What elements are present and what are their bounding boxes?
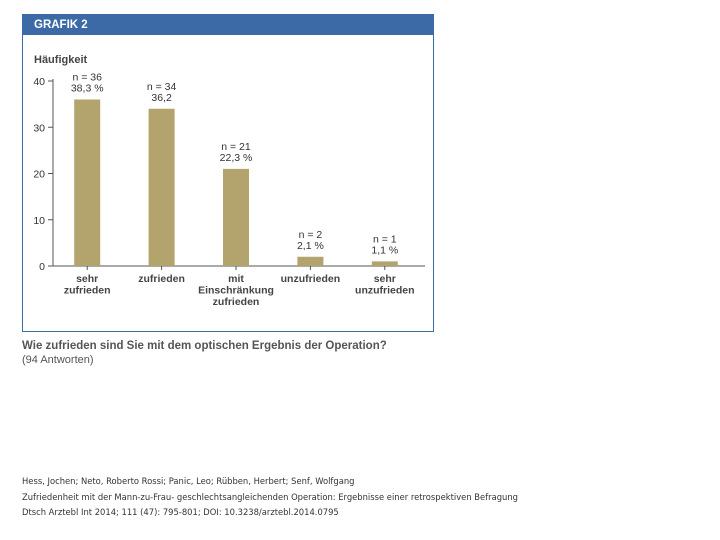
x-tick-label: unzufrieden [355,285,415,297]
citation-source: Dtsch Arztebl Int 2014; 111 (47): 795-80… [22,507,339,517]
caption-title: Wie zufrieden sind Sie mit dem optischen… [22,340,387,352]
data-label: n = 21 [221,141,251,153]
chart-caption: Wie zufrieden sind Sie mit dem optischen… [22,340,387,366]
y-tick-label: 20 [33,169,45,181]
citation-title: Zufriedenheit mit der Mann-zu-Frau- gesc… [22,491,518,502]
citation: Hess, Jochen; Neto, Roberto Rossi; Panic… [22,474,518,521]
data-label: n = 2 [299,229,323,241]
caption-subtitle: (94 Antworten) [22,354,94,366]
x-tick-label: sehr [374,273,396,285]
bar [148,108,175,266]
data-label: 1,1 % [371,244,398,256]
x-tick-label: mit [228,273,244,285]
data-label: 36,2 [151,92,172,104]
y-tick-label: 40 [33,76,45,88]
data-label: 38,3 % [71,83,104,95]
y-tick-label: 0 [39,261,45,273]
y-tick-label: 30 [33,122,45,134]
data-label: n = 34 [147,81,177,93]
data-label: 2,1 % [297,240,324,252]
x-tick-label: sehr [76,273,98,285]
data-label: 22,3 % [220,152,253,164]
chart-panel: GRAFIK 2 Häufigkeit 0 10 20 30 40 n = 36 38,3 %… [22,14,434,332]
x-tick-label: Einschränkung [198,285,274,297]
bar [74,99,101,266]
x-tick-label: zufrieden [138,273,185,285]
citation-authors: Hess, Jochen; Neto, Roberto Rossi; Panic… [22,476,355,486]
data-label: n = 1 [373,233,397,245]
y-tick-label: 10 [33,215,45,227]
bar [297,256,324,266]
bar [371,261,398,266]
x-tick-label: zufrieden [213,296,260,308]
bar [223,168,249,266]
x-tick-label: zufrieden [64,285,111,297]
chart-header: GRAFIK 2 [23,15,433,35]
data-label: n = 36 [72,72,102,84]
x-tick-label: unzufrieden [281,273,341,285]
y-axis-label: Häufigkeit [34,54,88,66]
